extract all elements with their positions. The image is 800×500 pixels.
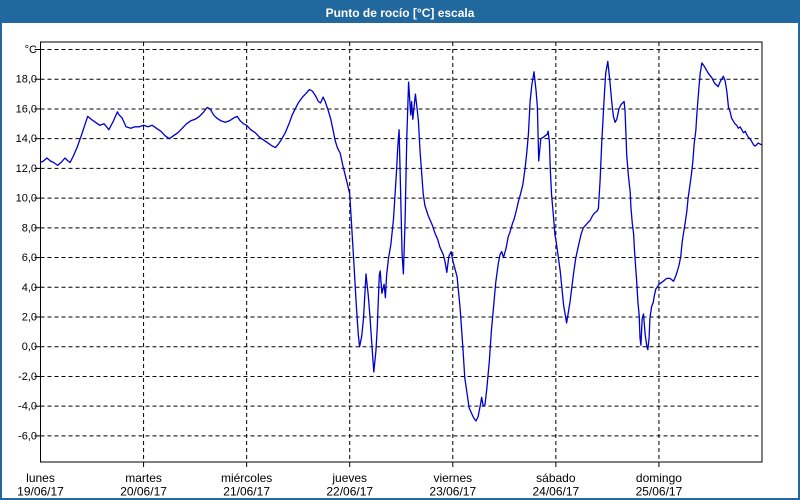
svg-text:24/06/17: 24/06/17 xyxy=(532,485,579,499)
svg-text:2,0: 2,0 xyxy=(22,312,37,324)
svg-text:23/06/17: 23/06/17 xyxy=(429,485,476,499)
svg-text:20/06/17: 20/06/17 xyxy=(120,485,167,499)
svg-text:12,0: 12,0 xyxy=(16,163,37,175)
svg-text:10,0: 10,0 xyxy=(16,193,37,205)
svg-text:22/06/17: 22/06/17 xyxy=(326,485,373,499)
svg-text:°C: °C xyxy=(25,44,37,56)
svg-text:16,0: 16,0 xyxy=(16,103,37,115)
svg-text:sábado: sábado xyxy=(536,471,576,485)
svg-text:0,0: 0,0 xyxy=(22,341,37,353)
svg-text:-6,0: -6,0 xyxy=(18,430,37,442)
chart-title: Punto de rocío [°C] escala xyxy=(325,5,475,20)
dewpoint-chart: °C 18,0 16,0 14,0 12,0 10,0 8,0 6,0 4,0 2,0 0,0 -2,… xyxy=(16,41,763,499)
svg-text:-2,0: -2,0 xyxy=(18,371,37,383)
svg-text:domingo: domingo xyxy=(636,471,682,485)
svg-text:6,0: 6,0 xyxy=(22,252,37,264)
svg-text:martes: martes xyxy=(125,471,162,485)
svg-text:jueves: jueves xyxy=(331,471,367,485)
svg-text:viernes: viernes xyxy=(433,471,472,485)
svg-text:25/06/17: 25/06/17 xyxy=(636,485,683,499)
svg-text:8,0: 8,0 xyxy=(22,222,37,234)
svg-text:18,0: 18,0 xyxy=(16,74,37,86)
svg-text:19/06/17: 19/06/17 xyxy=(17,485,64,499)
svg-text:14,0: 14,0 xyxy=(16,133,37,145)
svg-text:4,0: 4,0 xyxy=(22,282,37,294)
svg-text:21/06/17: 21/06/17 xyxy=(223,485,270,499)
svg-text:miércoles: miércoles xyxy=(221,471,272,485)
svg-text:lunes: lunes xyxy=(26,471,55,485)
chart-title-bar: Punto de rocío [°C] escala xyxy=(2,2,798,23)
svg-text:-4,0: -4,0 xyxy=(18,401,37,413)
